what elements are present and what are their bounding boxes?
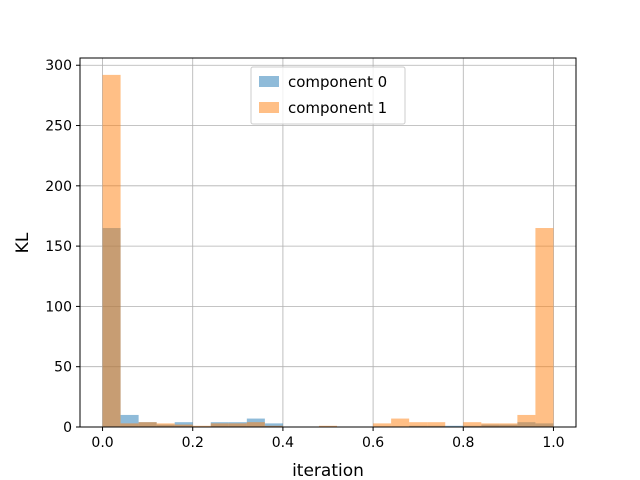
x-tick-label: 0.6 xyxy=(362,435,384,451)
bar-series-1-bin-18 xyxy=(427,422,446,427)
bar-series-1-bin-3 xyxy=(156,423,175,427)
y-tick-label: 0 xyxy=(63,420,72,436)
bar-series-1-bin-4 xyxy=(174,424,193,427)
bar-series-1-bin-16 xyxy=(391,418,410,427)
y-tick-label: 300 xyxy=(45,58,72,74)
x-tick-label: 0.2 xyxy=(182,435,204,451)
x-axis-label: iteration xyxy=(292,461,364,480)
plot-frame xyxy=(79,57,577,428)
y-axis-ticks: 0 50 100 150 200 250 300 xyxy=(45,58,80,436)
legend-swatch xyxy=(259,102,279,113)
legend-swatch xyxy=(259,76,279,87)
legend-box xyxy=(250,66,406,125)
bar-series-1-bin-2 xyxy=(138,422,157,427)
bar-series-1-bin-7 xyxy=(228,423,247,427)
x-tick-label: 1.0 xyxy=(542,435,564,451)
bar-series-1-bin-12 xyxy=(318,425,338,427)
bar-series-1-bin-9 xyxy=(264,425,283,427)
bar-series-1-bin-5 xyxy=(192,425,211,427)
histogram-bars xyxy=(102,74,554,427)
bar-series-1-bin-8 xyxy=(246,422,265,427)
legend-label: component 1 xyxy=(288,99,387,117)
y-axis-label: KL xyxy=(13,232,33,253)
x-tick-label: 0.8 xyxy=(452,435,474,451)
legend-label: component 0 xyxy=(288,73,387,91)
bar-series-1-bin-17 xyxy=(409,422,428,427)
bar-series-0-bin-19 xyxy=(445,425,464,427)
y-tick-label: 50 xyxy=(54,360,72,376)
bar-series-1-bin-20 xyxy=(463,422,482,427)
y-tick-label: 100 xyxy=(45,299,72,315)
bar-series-1-bin-1 xyxy=(120,423,139,427)
bar-series-1-bin-15 xyxy=(373,423,392,427)
bar-series-1-bin-0 xyxy=(102,74,121,427)
bar-series-1-bin-6 xyxy=(210,423,229,427)
bar-series-1-bin-24 xyxy=(535,228,554,427)
x-axis-ticks: 0.0 0.2 0.4 0.6 0.8 1.0 xyxy=(91,427,565,451)
bar-series-1-bin-21 xyxy=(481,423,500,427)
bar-series-0-bin-9 xyxy=(264,423,283,427)
bar-series-1-bin-23 xyxy=(517,414,536,427)
bar-series-1-bin-22 xyxy=(499,423,518,427)
x-tick-label: 0.0 xyxy=(91,435,113,451)
legend: component 0 component 1 xyxy=(250,66,406,125)
y-tick-label: 250 xyxy=(45,119,72,135)
y-tick-label: 200 xyxy=(45,179,72,195)
x-tick-label: 0.4 xyxy=(272,435,294,451)
y-tick-label: 150 xyxy=(45,239,72,255)
